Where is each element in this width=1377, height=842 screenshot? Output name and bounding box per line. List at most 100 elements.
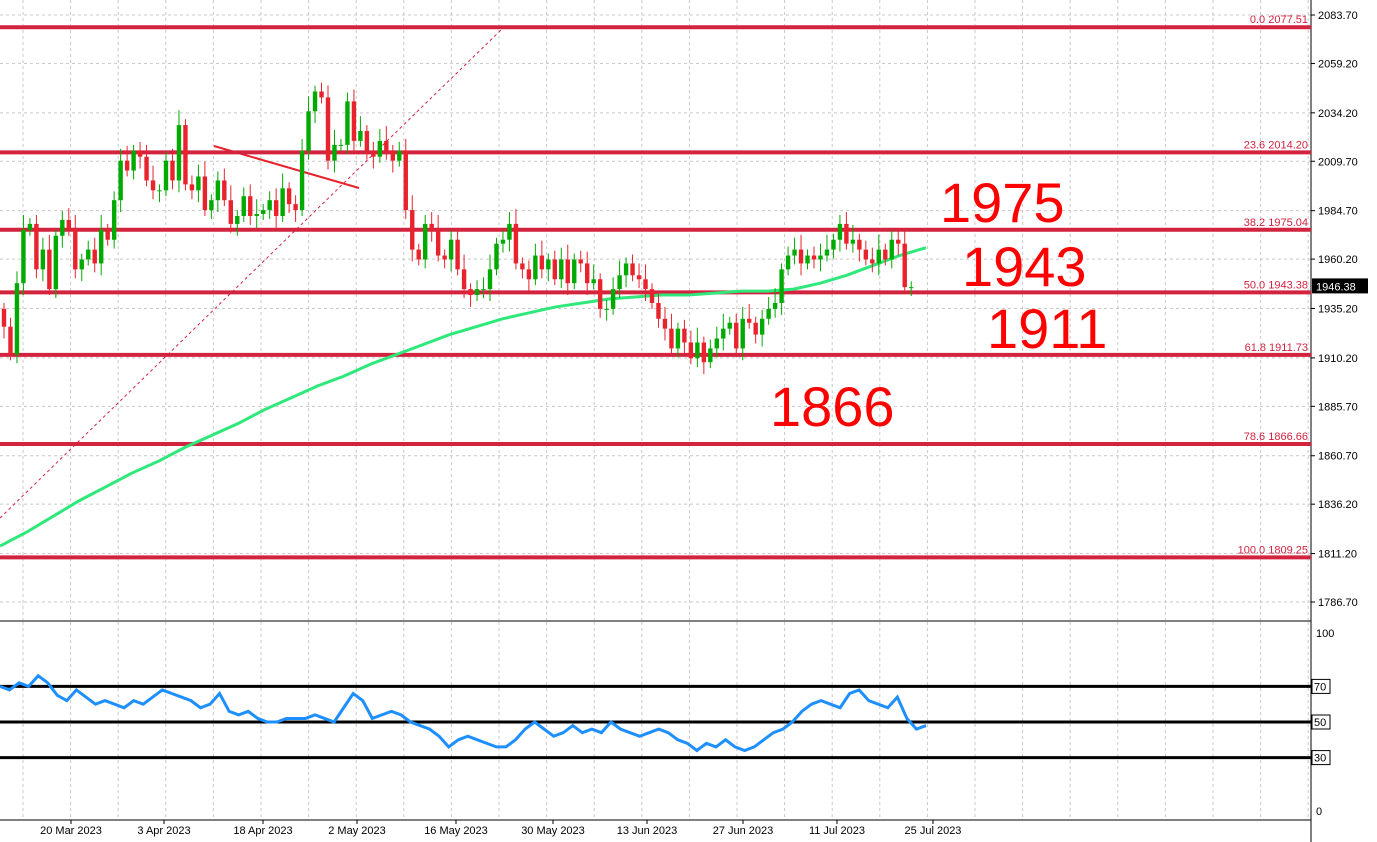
candle-body (423, 223, 428, 260)
rsi-level-label: 70 (1314, 681, 1326, 693)
candle-body (669, 328, 674, 349)
candle-body (261, 210, 266, 215)
candle-body (332, 144, 337, 161)
candle-body (254, 214, 259, 217)
price-tick-label: 1811.20 (1318, 549, 1357, 561)
last-price-tag: 1946.38 (1312, 278, 1368, 294)
annotation-1911: 1911 (987, 297, 1107, 360)
price-tick-label: 1910.20 (1318, 353, 1358, 365)
candle-body (643, 279, 648, 290)
candle-body (86, 249, 91, 260)
rsi-level-box (1311, 714, 1331, 730)
price-tick-label: 1885.70 (1318, 401, 1358, 413)
candle-body (215, 180, 221, 201)
candle-body (494, 243, 499, 270)
candle-body (656, 302, 661, 319)
candle-body (721, 328, 726, 339)
candle-body (546, 259, 551, 270)
candle-body (286, 188, 292, 205)
price-tick-label: 1786.70 (1318, 597, 1358, 609)
candle-body (766, 308, 771, 319)
candle-body (325, 97, 331, 161)
candle-body (610, 289, 616, 309)
candle-body (293, 204, 298, 211)
rsi-level-label: 50 (1314, 717, 1326, 729)
price-tick-label: 2083.70 (1318, 10, 1358, 22)
fib-level-label: 50.0 1943.38 (1244, 279, 1308, 291)
candle-body (131, 150, 136, 171)
candle-body (889, 239, 894, 260)
rsi-level-box (1311, 750, 1331, 766)
candle-body (60, 219, 65, 236)
rsi-tick-label: 100 (1316, 628, 1334, 640)
candle-body (857, 239, 862, 250)
date-tick-label: 16 May 2023 (424, 825, 488, 837)
candle-body (27, 223, 33, 230)
moving-average-line (0, 246, 927, 548)
annotation-1866: 1866 (770, 375, 895, 438)
candle-body (53, 235, 59, 290)
rsi-levels: 70 50 30 (0, 678, 1331, 766)
rsi-panel: 70 50 30 100 0 (0, 622, 1334, 820)
candle-body (163, 160, 169, 191)
candle-body (364, 131, 370, 151)
candle-body (299, 150, 305, 211)
candle-body (176, 125, 182, 181)
candle-body (209, 200, 214, 211)
candle-body (1, 308, 7, 327)
candle-body (410, 210, 415, 250)
candle-body (500, 239, 506, 244)
candle-body (753, 322, 758, 335)
candle-body (844, 223, 849, 244)
candle-body (248, 196, 253, 217)
candle-body (351, 101, 357, 141)
candle-body (66, 219, 71, 230)
candle-body (222, 180, 227, 201)
candle-body (591, 279, 596, 284)
candle-body (474, 289, 480, 296)
time-axis: 20 Mar 2023 3 Apr 2023 18 Apr 2023 2 May 20… (40, 820, 961, 837)
date-tick-label: 30 May 2023 (521, 825, 585, 837)
candle-body (416, 249, 421, 260)
candlesticks (1, 82, 914, 375)
candle-body (40, 249, 46, 270)
candle-body (267, 200, 272, 211)
candle-body (429, 223, 434, 230)
candle-body (111, 200, 117, 240)
candle-body (150, 180, 156, 191)
candle-body (241, 196, 246, 217)
candle-body (448, 239, 454, 260)
candle-body (896, 239, 901, 244)
rsi-line (0, 673, 927, 753)
candle-body (850, 239, 856, 244)
candle-body (468, 289, 473, 296)
date-tick-label: 13 Jun 2023 (617, 825, 678, 837)
rsi-polyline (0, 673, 927, 753)
candle-body (883, 249, 888, 260)
candle-body (572, 259, 577, 284)
candle-body (747, 318, 752, 323)
candle-body (73, 229, 78, 270)
annotation-1975: 1975 (940, 171, 1065, 234)
date-tick-label: 3 Apr 2023 (137, 825, 190, 837)
candle-body (520, 263, 525, 270)
date-tick-label: 11 Jul 2023 (809, 825, 865, 837)
date-tick-label: 25 Jul 2023 (905, 825, 962, 837)
fib-level-label: 100.0 1809.25 (1238, 544, 1308, 556)
candle-body (183, 125, 188, 185)
rsi-tick-label: 0 (1316, 806, 1322, 818)
candle-body (811, 255, 817, 260)
candle-body (21, 229, 26, 284)
candle-body (196, 176, 201, 191)
price-tick-label: 2009.70 (1318, 156, 1358, 168)
candle-body (578, 259, 583, 264)
candle-body (604, 308, 609, 310)
candle-body (565, 259, 570, 284)
candle-body (617, 275, 622, 290)
candle-body (792, 249, 797, 256)
candle-body (170, 160, 175, 181)
candle-body (734, 322, 739, 349)
candle-body (390, 150, 395, 161)
